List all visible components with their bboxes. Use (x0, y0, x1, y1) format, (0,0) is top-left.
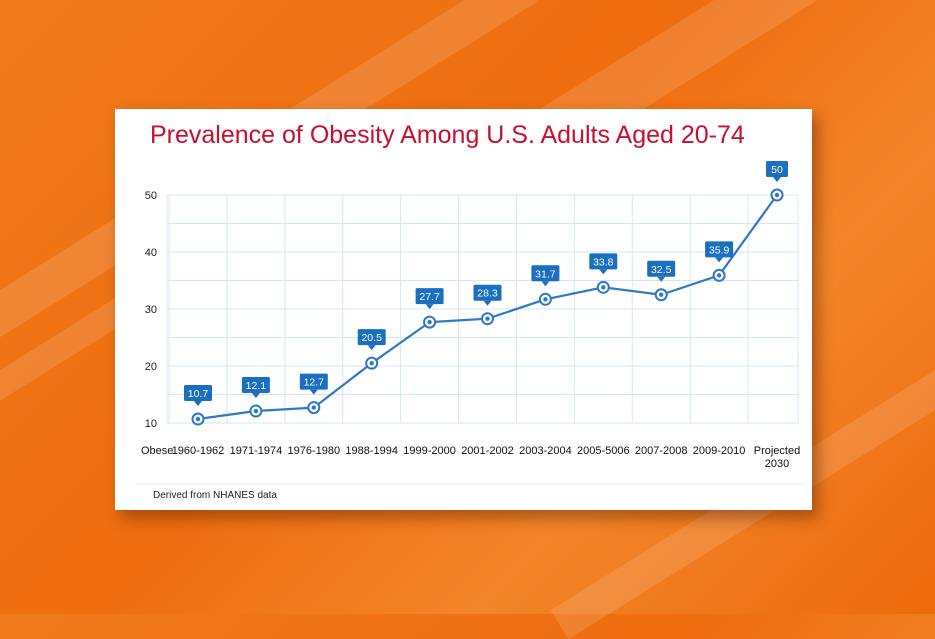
data-label-box (184, 385, 212, 402)
y-tick-label: 50 (145, 190, 157, 202)
data-label-pointer (541, 281, 550, 287)
data-label-box (299, 373, 328, 390)
data-label: 12.1 (246, 380, 267, 392)
data-label: 32.5 (651, 264, 672, 276)
x-tick-label: 2007-2008 (635, 445, 688, 457)
x-tick-label: 2005-5006 (577, 445, 630, 457)
data-point-center (427, 319, 432, 325)
data-point-center (774, 192, 780, 198)
data-label-box (647, 260, 676, 277)
y-tick-label: 10 (145, 418, 157, 430)
data-label-box (589, 253, 618, 270)
data-label: 20.5 (361, 332, 382, 344)
data-label-box (531, 265, 560, 282)
data-label-box (705, 241, 734, 258)
data-point-center (543, 297, 548, 302)
data-label-box (241, 377, 270, 394)
data-label-pointer (715, 257, 724, 263)
data-label-box (766, 161, 788, 177)
x-tick-label: 2030 (765, 458, 789, 470)
data-point-center (195, 416, 201, 422)
data-label-box (415, 288, 444, 305)
row-label: Obese (141, 445, 173, 457)
data-label-pointer (657, 276, 666, 282)
data-label-pointer (367, 345, 376, 351)
y-tick-label: 30 (145, 304, 157, 316)
data-point-center (311, 405, 316, 410)
data-point-center (253, 408, 259, 414)
data-label: 12.7 (304, 377, 325, 389)
data-label: 33.8 (593, 256, 614, 268)
x-tick-label: 2003-2004 (519, 445, 572, 457)
data-label-pointer (773, 177, 781, 182)
x-tick-label: 1976-1980 (287, 445, 340, 457)
data-label: 35.9 (709, 244, 730, 256)
data-point-center (659, 292, 664, 297)
data-point-center (716, 273, 722, 278)
data-label-pointer (425, 304, 434, 310)
data-label-pointer (251, 393, 260, 399)
data-label-box (473, 284, 502, 301)
chart-card: Prevalence of Obesity Among U.S. Adults … (115, 109, 812, 510)
x-tick-label: 2001-2002 (461, 445, 514, 457)
data-point-center (601, 285, 606, 290)
data-label-box (357, 329, 386, 346)
data-label-pointer (599, 269, 608, 275)
y-tick-label: 20 (145, 361, 157, 373)
x-tick-label: 1988-1994 (345, 445, 398, 457)
data-label: 27.7 (419, 291, 440, 303)
x-tick-label: Projected (754, 445, 800, 457)
data-label: 31.7 (535, 268, 556, 280)
data-point-center (369, 360, 374, 366)
data-label-pointer (309, 389, 318, 395)
y-tick-label: 40 (145, 247, 157, 259)
data-label: 28.3 (477, 288, 498, 300)
x-tick-label: 2009-2010 (693, 445, 746, 457)
data-label: 10.7 (188, 388, 209, 400)
chart-title: Prevalence of Obesity Among U.S. Adults … (150, 121, 745, 149)
x-tick-label: 1999-2000 (403, 445, 456, 457)
data-point-center (485, 316, 490, 321)
source-note: Derived from NHANES data (153, 490, 277, 501)
x-tick-label: 1971-1974 (230, 445, 283, 457)
data-label-pointer (483, 300, 492, 306)
data-label-pointer (194, 401, 202, 407)
data-label: 50 (771, 164, 783, 176)
x-tick-label: 1960-1962 (172, 445, 225, 457)
